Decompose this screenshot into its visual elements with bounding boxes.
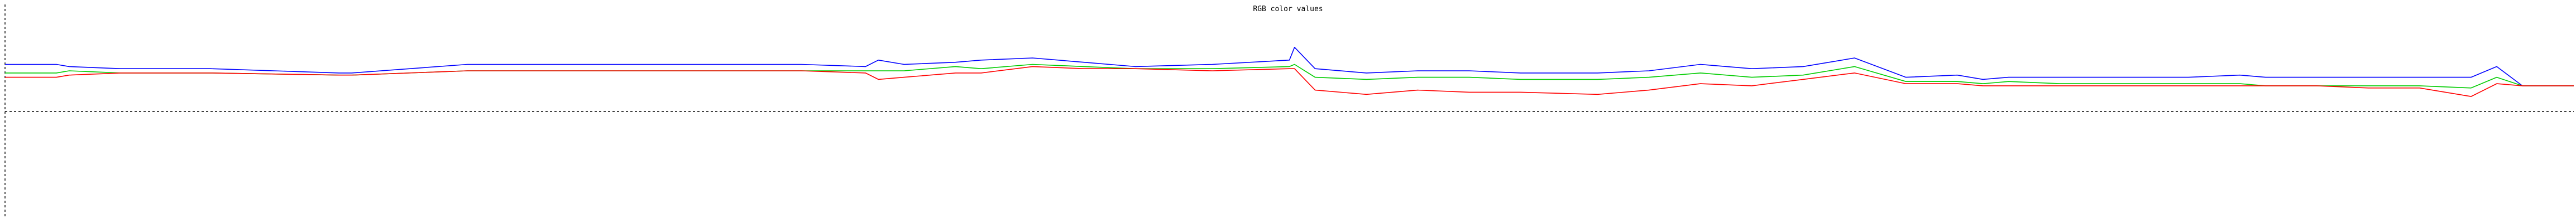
series-line-0 bbox=[5, 47, 2574, 86]
chart-title: RGB color values bbox=[1253, 5, 1323, 13]
series-line-2 bbox=[5, 66, 2574, 97]
series-group bbox=[5, 47, 2574, 97]
